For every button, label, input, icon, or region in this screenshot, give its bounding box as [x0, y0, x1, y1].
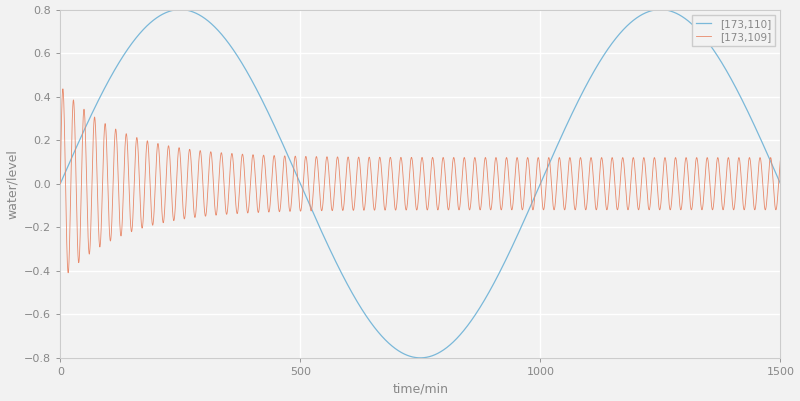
[173,109]: [63, 270, 73, 275]
[173,109]: [482, 161, 491, 166]
[173,109]: [58, 86, 68, 91]
[173,110]: [55, 181, 65, 186]
[173,109]: [55, 181, 65, 186]
X-axis label: time/min: time/min: [392, 383, 448, 395]
Legend: [173,110], [173,109]: [173,110], [173,109]: [692, 15, 775, 46]
Line: [173,109]: [173,109]: [60, 89, 781, 273]
[173,109]: [316, 207, 326, 212]
[173,109]: [513, 159, 522, 164]
[173,110]: [175, 7, 185, 12]
[173,110]: [513, 232, 522, 237]
[173,109]: [92, 159, 102, 164]
[173,110]: [482, 294, 491, 299]
[173,109]: [776, 158, 786, 162]
Line: [173,110]: [173,110]: [60, 10, 781, 358]
[173,109]: [590, 191, 599, 196]
[173,110]: [776, 181, 786, 186]
[173,110]: [628, 18, 638, 23]
[173,110]: [415, 355, 425, 360]
[173,110]: [92, 102, 102, 107]
[173,110]: [590, 68, 599, 73]
[173,110]: [316, 228, 326, 233]
Y-axis label: water/level: water/level: [6, 149, 18, 219]
[173,109]: [628, 156, 638, 161]
